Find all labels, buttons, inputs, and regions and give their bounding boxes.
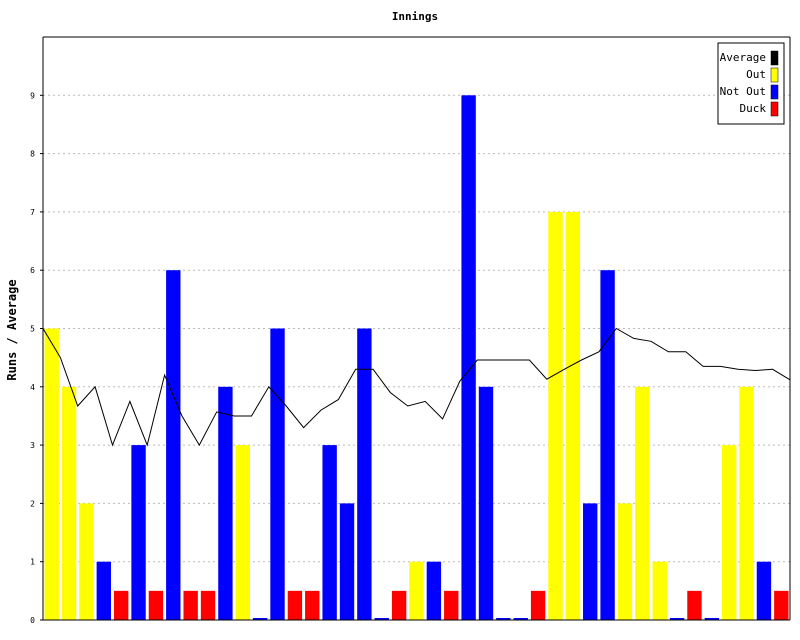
bar-out (548, 211, 563, 620)
bar-duck (774, 590, 789, 620)
bar-not-out (252, 618, 268, 620)
bar-not-out (374, 618, 389, 620)
bar-not-out (131, 445, 146, 620)
bar-out (617, 503, 633, 620)
bar-not-out (704, 618, 720, 620)
legend-label: Not Out (720, 85, 766, 98)
bar-not-out (669, 618, 685, 620)
y-tick-label: 5 (30, 325, 35, 334)
bar-out (409, 561, 424, 620)
bar-duck (391, 590, 407, 620)
y-tick-label: 9 (30, 91, 35, 100)
bars (44, 95, 789, 621)
y-ticks: 0 1 2 3 4 5 6 7 8 9 (30, 91, 43, 625)
bar-out (635, 386, 650, 620)
legend-swatch (770, 101, 779, 117)
bar-out (722, 445, 737, 620)
bar-out (235, 445, 250, 620)
legend-label: Duck (740, 102, 767, 115)
bar-not-out (478, 386, 494, 620)
bar-not-out (322, 445, 337, 620)
bar-not-out (513, 618, 528, 620)
bar-not-out (357, 328, 372, 620)
bar-duck (113, 590, 129, 620)
bar-duck (687, 590, 702, 620)
bar-duck (183, 590, 198, 620)
y-tick-label: 2 (30, 499, 35, 508)
bar-not-out (166, 270, 181, 620)
bar-out (44, 328, 59, 620)
bar-not-out (461, 95, 476, 621)
y-tick-label: 8 (30, 150, 35, 159)
bar-not-out (218, 386, 233, 620)
average-line (42, 327, 791, 447)
bar-out (739, 386, 754, 620)
bar-not-out (339, 503, 355, 620)
bar-not-out (583, 503, 598, 620)
bar-duck (530, 590, 546, 620)
bar-duck (444, 590, 459, 620)
bar-not-out (270, 328, 285, 620)
bar-duck (305, 590, 320, 620)
y-tick-label: 6 (30, 266, 35, 275)
bar-not-out (96, 561, 111, 620)
bar-duck (287, 590, 303, 620)
legend-label: Out (746, 68, 766, 81)
legend-label: Average (720, 51, 766, 64)
y-tick-label: 3 (30, 441, 35, 450)
legend-swatch (770, 50, 779, 66)
bar-out (61, 386, 77, 620)
bar-out (565, 211, 581, 620)
legend-swatch (770, 84, 779, 100)
bar-not-out (496, 618, 511, 620)
legend-swatch (770, 67, 779, 83)
bar-duck (148, 590, 164, 620)
bar-not-out (756, 561, 772, 620)
bar-not-out (600, 270, 615, 620)
y-tick-label: 4 (30, 383, 35, 392)
y-tick-label: 7 (30, 208, 35, 217)
chart-title: Innings (392, 10, 438, 23)
legend: Average Out Not Out Duck (717, 42, 785, 125)
y-tick-label: 0 (30, 616, 35, 625)
y-axis-label: Runs / Average (5, 279, 19, 380)
bar-out (79, 503, 94, 620)
bar-not-out (426, 561, 442, 620)
bar-duck (200, 590, 216, 620)
y-tick-label: 1 (30, 558, 35, 567)
bar-out (652, 561, 667, 620)
